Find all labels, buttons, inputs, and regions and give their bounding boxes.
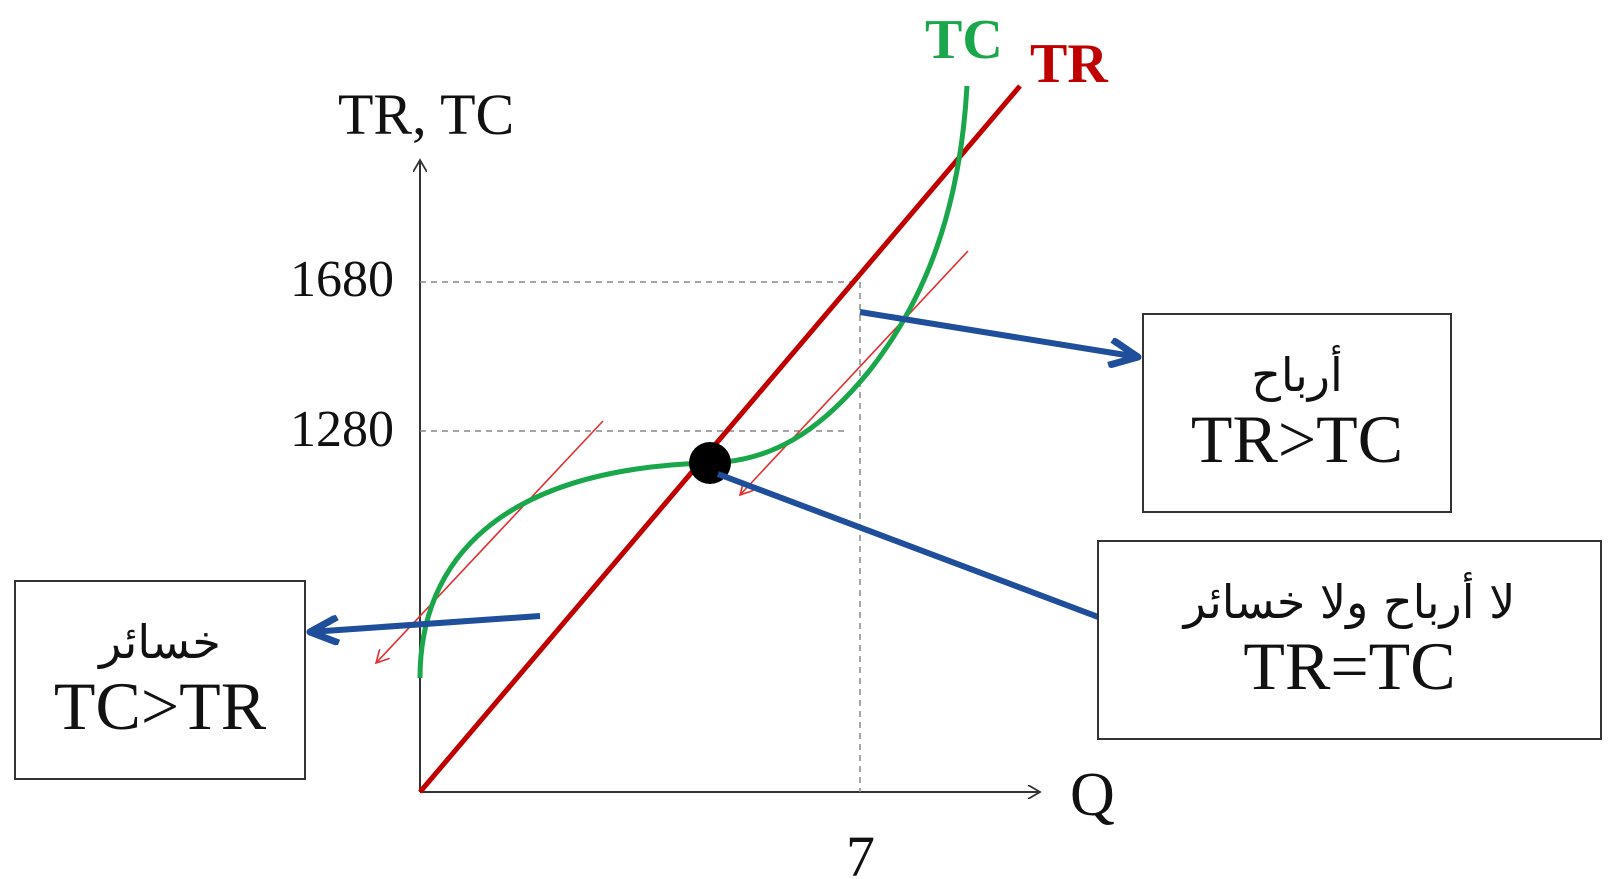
tc-curve xyxy=(417,85,970,679)
tr-curve-label: TR xyxy=(1030,33,1108,95)
x-tick-7: 7 xyxy=(846,824,875,879)
y-axis-label: TR, TC xyxy=(338,82,514,147)
loss-arrow xyxy=(310,613,541,632)
x-axis-label: Q xyxy=(1070,761,1115,829)
loss-arabic-label: خسائر xyxy=(99,615,221,670)
profit-arrow xyxy=(859,309,1138,357)
breakeven-condition-label: TR=TC xyxy=(1243,628,1456,705)
y-tick-1680: 1680 xyxy=(290,251,394,308)
loss-condition-label: TC>TR xyxy=(53,668,267,745)
profit-condition-label: TR>TC xyxy=(1190,401,1404,478)
breakeven-arabic-label: لا أرباح ولا خسائر xyxy=(1183,575,1516,630)
breakeven-arrow xyxy=(716,471,1138,632)
y-tick-1280: 1280 xyxy=(290,401,394,458)
tangent-right-arrow xyxy=(740,250,969,495)
profit-arabic-label: أرباح xyxy=(1251,348,1343,403)
loss-box: خسائر TC>TR xyxy=(14,580,306,780)
tr-line xyxy=(418,84,1022,794)
tc-curve-label: TC xyxy=(925,9,1003,71)
breakeven-box: لا أرباح ولا خسائر TR=TC xyxy=(1097,540,1602,740)
profit-box: أرباح TR>TC xyxy=(1142,313,1452,513)
